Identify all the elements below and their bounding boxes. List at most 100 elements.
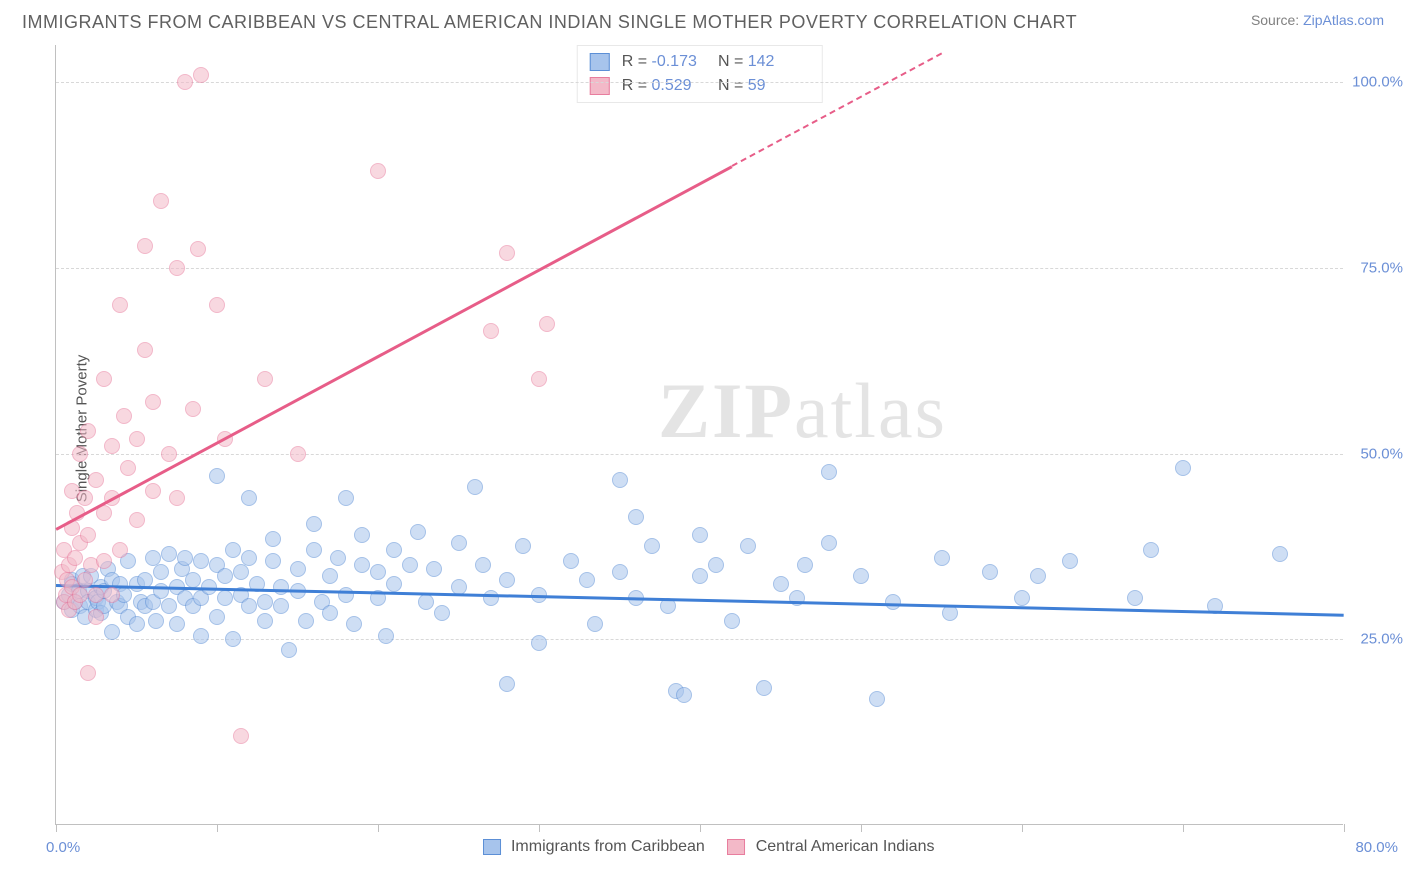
data-point	[257, 594, 273, 610]
source-attribution: Source: ZipAtlas.com	[1251, 12, 1384, 28]
data-point	[434, 605, 450, 621]
data-point	[169, 260, 185, 276]
data-point	[233, 564, 249, 580]
data-point	[145, 394, 161, 410]
x-tick	[861, 824, 862, 832]
scatter-plot-area: ZIPatlas R = -0.173 N = 142 R = 0.529 N …	[55, 45, 1343, 825]
data-point	[116, 408, 132, 424]
data-point	[306, 516, 322, 532]
data-point	[402, 557, 418, 573]
swatch-caribbean	[483, 839, 501, 855]
data-point	[475, 557, 491, 573]
data-point	[676, 687, 692, 703]
data-point	[273, 579, 289, 595]
data-point	[193, 628, 209, 644]
data-point	[322, 605, 338, 621]
gridline-h	[56, 639, 1343, 640]
data-point	[80, 527, 96, 543]
data-point	[708, 557, 724, 573]
data-point	[410, 524, 426, 540]
x-tick	[1183, 824, 1184, 832]
data-point	[209, 609, 225, 625]
data-point	[281, 642, 297, 658]
source-link[interactable]: ZipAtlas.com	[1303, 12, 1384, 28]
data-point	[386, 542, 402, 558]
watermark-text: ZIPatlas	[658, 366, 947, 456]
data-point	[217, 568, 233, 584]
data-point	[499, 572, 515, 588]
data-point	[193, 553, 209, 569]
data-point	[370, 564, 386, 580]
data-point	[354, 557, 370, 573]
data-point	[1143, 542, 1159, 558]
data-point	[265, 531, 281, 547]
data-point	[298, 613, 314, 629]
data-point	[129, 512, 145, 528]
data-point	[112, 297, 128, 313]
data-point	[177, 74, 193, 90]
data-point	[587, 616, 603, 632]
data-point	[233, 728, 249, 744]
data-point	[322, 568, 338, 584]
data-point	[934, 550, 950, 566]
data-point	[67, 550, 83, 566]
data-point	[426, 561, 442, 577]
data-point	[1127, 590, 1143, 606]
data-point	[169, 490, 185, 506]
data-point	[451, 535, 467, 551]
data-point	[137, 238, 153, 254]
correlation-legend: R = -0.173 N = 142 R = 0.529 N = 59	[576, 45, 823, 103]
legend-r-value-caribbean: -0.173	[652, 50, 714, 74]
chart-title: IMMIGRANTS FROM CARIBBEAN VS CENTRAL AME…	[22, 12, 1077, 33]
data-point	[77, 490, 93, 506]
data-point	[161, 446, 177, 462]
x-tick	[539, 824, 540, 832]
data-point	[306, 542, 322, 558]
legend-row-cai: R = 0.529 N = 59	[589, 74, 810, 98]
data-point	[129, 616, 145, 632]
data-point	[88, 609, 104, 625]
data-point	[338, 490, 354, 506]
data-point	[161, 546, 177, 562]
data-point	[483, 590, 499, 606]
data-point	[531, 635, 547, 651]
data-point	[145, 550, 161, 566]
data-point	[499, 245, 515, 261]
data-point	[499, 676, 515, 692]
y-tick-label: 100.0%	[1352, 74, 1403, 91]
data-point	[1272, 546, 1288, 562]
data-point	[797, 557, 813, 573]
data-point	[942, 605, 958, 621]
data-point	[96, 553, 112, 569]
data-point	[225, 631, 241, 647]
legend-r-label: R =	[622, 53, 647, 70]
data-point	[821, 535, 837, 551]
data-point	[692, 527, 708, 543]
data-point	[853, 568, 869, 584]
data-point	[982, 564, 998, 580]
data-point	[88, 472, 104, 488]
data-point	[177, 550, 193, 566]
data-point	[129, 431, 145, 447]
x-tick	[217, 824, 218, 832]
data-point	[467, 479, 483, 495]
data-point	[330, 550, 346, 566]
legend-r-value-cai: 0.529	[652, 74, 714, 98]
swatch-cai	[589, 77, 609, 95]
x-tick	[1344, 824, 1345, 832]
data-point	[789, 590, 805, 606]
data-point	[563, 553, 579, 569]
data-point	[724, 613, 740, 629]
data-point	[628, 509, 644, 525]
swatch-cai	[727, 839, 745, 855]
data-point	[153, 564, 169, 580]
data-point	[80, 423, 96, 439]
data-point	[104, 624, 120, 640]
data-point	[612, 564, 628, 580]
x-tick	[378, 824, 379, 832]
data-point	[869, 691, 885, 707]
data-point	[257, 613, 273, 629]
data-point	[153, 193, 169, 209]
trend-line	[55, 165, 732, 530]
legend-n-value-caribbean: 142	[748, 50, 810, 74]
